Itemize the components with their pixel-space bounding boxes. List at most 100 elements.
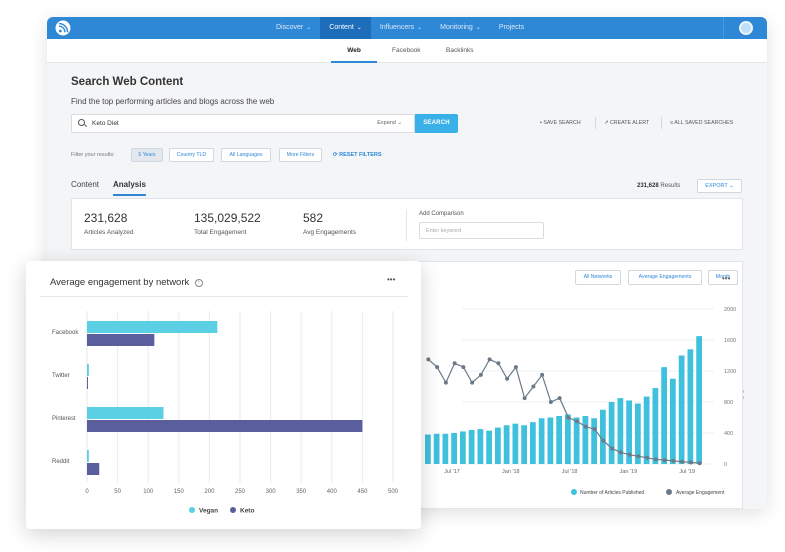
bar-articles-published xyxy=(512,423,519,464)
bar-articles-published xyxy=(460,431,466,464)
expand-dropdown[interactable]: Expand ⌄ xyxy=(377,120,402,126)
chevron-down-icon: ⌄ xyxy=(356,25,362,31)
bar-articles-published xyxy=(433,433,440,464)
user-avatar[interactable] xyxy=(723,17,767,39)
divider xyxy=(595,117,596,129)
bar-articles-published xyxy=(687,349,694,464)
all-saved-searches-link[interactable]: ≡ ALL SAVED SEARCHES xyxy=(670,120,733,126)
chevron-down-icon: ⌄ xyxy=(475,25,481,31)
search-value: Keto Diet xyxy=(92,120,119,127)
chart-title: Average engagement by network xyxy=(50,277,190,288)
divider xyxy=(40,296,408,297)
bar-articles-published xyxy=(442,433,449,464)
average-engagement-card: Average engagement by network i ••• 0 50 1… xyxy=(26,261,421,529)
nav-item-label: Projects xyxy=(498,24,525,31)
nav-item-label: Influencers xyxy=(379,24,415,31)
chevron-down-icon: ⌄ xyxy=(729,183,734,189)
search-input[interactable]: Keto Diet Expand ⌄ xyxy=(71,114,415,133)
x-tick-label: Jan '19 xyxy=(620,469,638,475)
save-search-link[interactable]: ▪ SAVE SEARCH xyxy=(540,120,581,126)
filter-chip-more[interactable]: More Filters xyxy=(279,148,322,162)
filter-chip-languages[interactable]: All Languages xyxy=(221,148,271,162)
month-button[interactable]: Month xyxy=(708,270,738,285)
results-count: 231,628 Results xyxy=(637,183,680,189)
filter-chip-years[interactable]: 5 Years xyxy=(131,148,163,162)
trend-icon: ↗ xyxy=(604,120,609,126)
x-tick-label: 50 xyxy=(114,489,121,495)
average-engagements-button[interactable]: Average Engagements xyxy=(628,270,702,285)
x-tick-label: Jul '19 xyxy=(679,469,695,475)
legend-dot xyxy=(666,489,672,495)
all-networks-button[interactable]: All Networks xyxy=(575,270,621,285)
x-tick-label: 300 xyxy=(266,489,277,495)
bar-articles-published xyxy=(608,402,615,464)
category-label: Twitter xyxy=(52,373,70,379)
legend-label: Vegan xyxy=(199,508,218,515)
line-point xyxy=(426,357,431,362)
nav-item-influencers[interactable]: Influencers ⌄ xyxy=(371,17,431,39)
bar-keto-twitter xyxy=(87,377,88,389)
tab-facebook[interactable]: Facebook xyxy=(392,47,421,54)
page-subtitle: Find the top performing articles and blo… xyxy=(71,97,275,106)
logo-icon[interactable] xyxy=(55,20,71,36)
add-comparison-label: Add Comparison xyxy=(419,211,464,217)
nav-item-discover[interactable]: Discover ⌄ xyxy=(267,17,320,39)
tab-backlinks[interactable]: Backlinks xyxy=(446,47,474,54)
create-alert-link[interactable]: ↗ CREATE ALERT xyxy=(604,120,649,126)
line-point xyxy=(487,357,492,362)
bar-keto-facebook xyxy=(87,334,155,346)
stat-value: 135,029,522 xyxy=(194,211,261,225)
y-tick-label: 800 xyxy=(724,400,733,406)
more-options-icon[interactable]: ••• xyxy=(387,275,396,284)
bar-articles-published xyxy=(600,409,606,464)
bar-articles-published xyxy=(503,425,510,464)
line-point xyxy=(575,419,580,424)
filter-chip-country[interactable]: Country TLD xyxy=(169,148,214,162)
tab-content[interactable]: Content xyxy=(71,180,100,189)
y-tick-label: 1200 xyxy=(724,369,736,375)
line-point xyxy=(671,458,676,463)
bar-vegan-facebook xyxy=(87,321,218,333)
legend-label: Number of Articles Published xyxy=(580,490,644,496)
x-tick-label: 150 xyxy=(174,489,185,495)
nav-item-monitoring[interactable]: Monitoring ⌄ xyxy=(431,17,490,39)
category-label: Facebook xyxy=(52,330,79,336)
comparison-keyword-input[interactable]: Enter keyword xyxy=(419,222,544,239)
bar-articles-published xyxy=(617,398,624,464)
y-axis-label: Number of Engagements xyxy=(742,356,744,417)
bar-articles-published xyxy=(547,417,554,464)
bar-articles-published xyxy=(565,414,571,464)
bar-articles-published xyxy=(591,418,597,464)
refresh-icon: ⟳ xyxy=(333,152,338,158)
bar-articles-published xyxy=(486,430,492,464)
all-saved-label: ALL SAVED SEARCHES xyxy=(674,120,734,126)
bar-keto-reddit xyxy=(87,463,100,475)
tab-analysis[interactable]: Analysis xyxy=(113,180,146,189)
combo-chart: 0 400 800 1200 1600 2000 Number of Engagements… xyxy=(425,274,744,496)
y-tick-label: 400 xyxy=(724,431,733,437)
line-point xyxy=(662,458,667,463)
export-button[interactable]: EXPORT ⌄ xyxy=(697,179,742,193)
bar-articles-published xyxy=(652,388,659,464)
search-button[interactable]: SEARCH xyxy=(415,114,458,133)
bar-articles-published xyxy=(521,425,527,464)
tab-web[interactable]: Web xyxy=(331,39,377,63)
reset-filters-label: RESET FILTERS xyxy=(339,152,382,158)
info-icon[interactable]: i xyxy=(195,279,203,287)
nav-item-projects[interactable]: Projects xyxy=(490,17,533,39)
sub-tabs: Web Facebook Backlinks xyxy=(47,39,767,63)
export-label: EXPORT xyxy=(705,183,728,189)
line-point xyxy=(540,372,545,377)
line-point xyxy=(645,455,650,460)
legend-label: Average Engagement xyxy=(676,490,725,496)
bar-articles-published xyxy=(425,434,431,464)
reset-filters-link[interactable]: ⟳ RESET FILTERS xyxy=(333,152,382,158)
stat-value: 231,628 xyxy=(84,211,128,225)
line-point xyxy=(566,415,571,420)
stat-label: Total Engagement xyxy=(194,229,247,236)
line-point xyxy=(592,427,597,432)
nav-item-content[interactable]: Content ⌄ xyxy=(320,17,371,39)
results-suffix: Results xyxy=(660,183,681,189)
x-tick-label: 450 xyxy=(357,489,368,495)
